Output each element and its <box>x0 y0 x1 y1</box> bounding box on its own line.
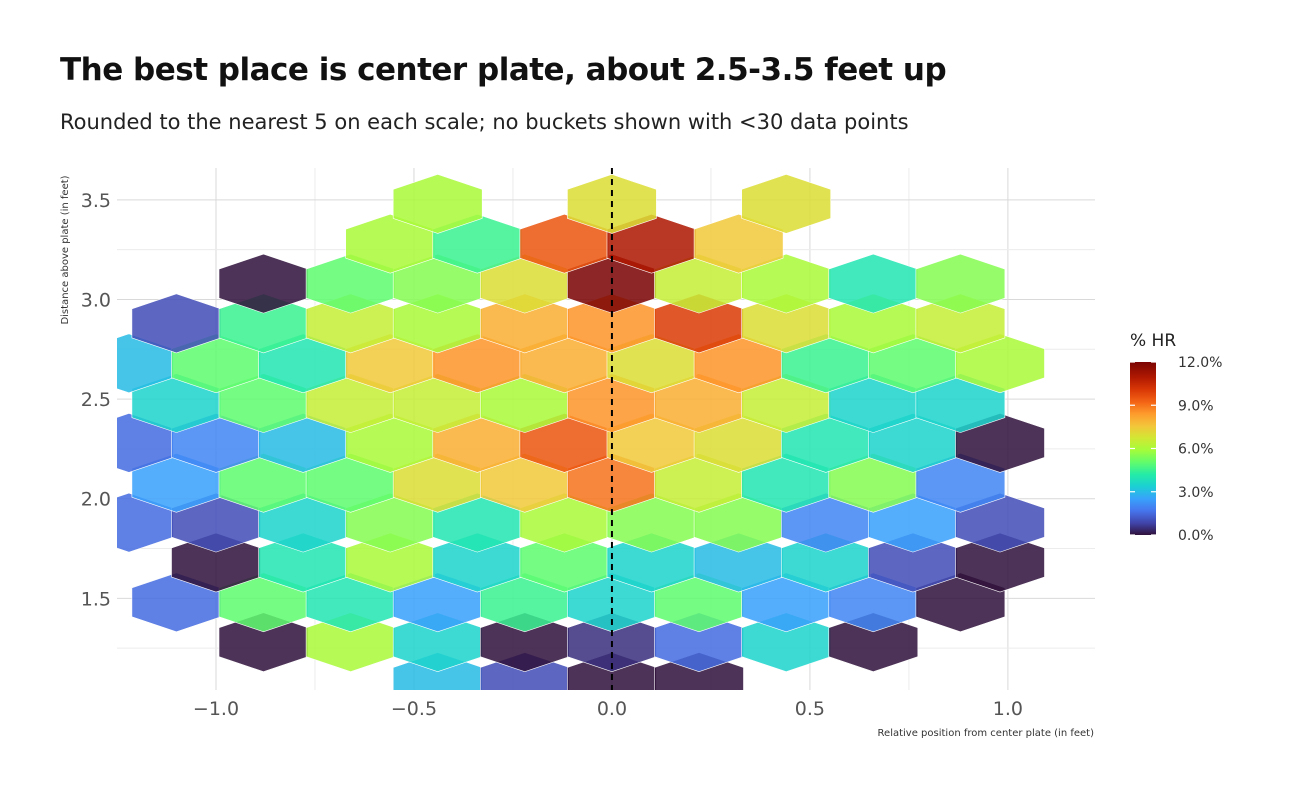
x-tick-label: −1.0 <box>193 698 239 720</box>
hex-cell <box>828 612 919 673</box>
legend-tick-label: 12.0% <box>1178 355 1222 371</box>
y-tick-label: 3.5 <box>81 190 111 212</box>
legend-tick-label: 9.0% <box>1178 398 1214 414</box>
y-axis-title: Distance above plate (in feet) <box>60 175 71 324</box>
hex-cell <box>915 253 1006 314</box>
y-tick-label: 3.0 <box>81 289 111 311</box>
legend-tick-label: 3.0% <box>1178 485 1214 501</box>
x-axis-title: Relative position from center plate (in … <box>878 728 1095 739</box>
hex-cell <box>741 174 832 234</box>
hex-cell <box>955 532 1045 593</box>
color-legend: % HR 12.0% 9.0% 6.0% 3.0% 0.0% <box>1130 331 1222 544</box>
legend-tick-label: 6.0% <box>1178 442 1214 458</box>
y-axis: 1.5 2.0 2.5 3.0 3.5 <box>81 190 111 610</box>
hex-cells <box>117 174 1045 690</box>
hex-cell <box>915 293 1006 354</box>
y-tick-label: 2.0 <box>81 489 111 511</box>
chart-subtitle: Rounded to the nearest 5 on each scale; … <box>60 110 909 134</box>
hex-cell <box>392 174 483 234</box>
y-tick-label: 1.5 <box>81 588 111 610</box>
x-axis: −1.0 −0.5 0.0 0.5 1.0 <box>193 698 1023 720</box>
legend-ticks: 12.0% 9.0% 6.0% 3.0% 0.0% <box>1130 355 1222 544</box>
x-tick-label: 1.0 <box>993 698 1023 720</box>
y-tick-label: 2.5 <box>81 389 111 411</box>
legend-title: % HR <box>1130 331 1176 351</box>
x-tick-label: 0.5 <box>795 698 825 720</box>
x-tick-label: −0.5 <box>391 698 437 720</box>
chart-title: The best place is center plate, about 2.… <box>60 52 947 88</box>
x-tick-label: 0.0 <box>597 698 627 720</box>
legend-tick-label: 0.0% <box>1178 528 1214 544</box>
